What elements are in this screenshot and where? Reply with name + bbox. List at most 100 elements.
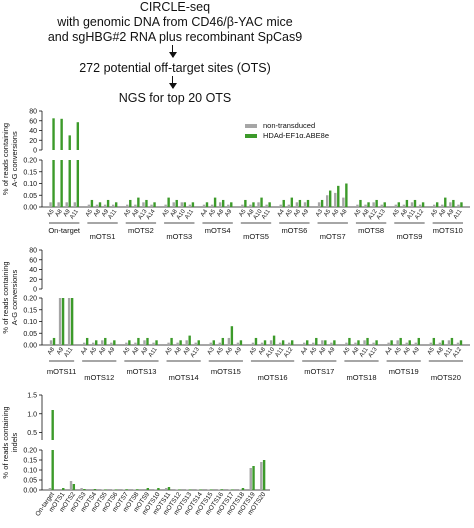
bar-non-transduced [90, 489, 94, 490]
bar-non-transduced [257, 202, 260, 207]
bar-abe8e [231, 489, 234, 490]
bar-non-transduced [410, 202, 414, 207]
y-tick-label: 0.20 [23, 158, 37, 165]
bar-non-transduced [317, 202, 321, 207]
bar-non-transduced [441, 204, 444, 207]
site-tick-label: A5 [216, 346, 226, 356]
group-label: mOTS3 [166, 232, 192, 241]
bar-abe8e [85, 337, 89, 345]
bar-abe8e [170, 337, 173, 345]
bar-abe8e [221, 199, 225, 207]
group-label: mOTS5 [243, 232, 269, 241]
bar-non-transduced [456, 342, 460, 345]
site-tick-label: A5 [323, 208, 333, 218]
group-label: mOTS1 [90, 232, 116, 241]
site-tick-label: A9 [107, 346, 117, 356]
bar-abe8e [320, 199, 324, 207]
bar-abe8e [183, 202, 187, 207]
bar-abe8e [179, 340, 182, 345]
site-tick-label: A8 [246, 208, 256, 218]
site-tick-label: A11 [443, 346, 454, 358]
site-tick-label: A14 [146, 208, 157, 221]
site-tick-label: A11 [69, 208, 80, 220]
y-tick-label: 1.5 [27, 393, 37, 400]
site-tick-label: A8 [55, 208, 65, 218]
bar-non-transduced [202, 204, 206, 207]
bar-abe8e [212, 340, 215, 345]
bar-abe8e [413, 199, 417, 207]
bar-abe8e [125, 489, 128, 490]
site-tick-label: A9 [446, 208, 456, 218]
bar-non-transduced [312, 342, 315, 345]
bar-non-transduced [325, 195, 329, 207]
y-tick-label: 0.10 [23, 181, 37, 188]
bar-non-transduced [429, 342, 433, 345]
bar-abe8e [421, 202, 425, 207]
bar-abe8e [62, 488, 65, 490]
bar-non-transduced [287, 342, 291, 345]
site-tick-label: A11 [63, 346, 74, 358]
bar-non-transduced [402, 204, 406, 207]
bar-abe8e [357, 340, 360, 345]
bar-abe8e [405, 199, 409, 207]
site-tick-label: A11 [359, 346, 370, 358]
bar-abe8e [188, 489, 192, 490]
bar-abe8e [128, 340, 131, 345]
bar-non-transduced [101, 489, 104, 490]
bar-abe8e [95, 340, 98, 345]
site-tick-label: A5 [394, 346, 404, 356]
bar-abe8e [145, 199, 148, 207]
site-tick-label: A9 [56, 346, 66, 356]
bar-abe8e [157, 488, 160, 490]
bar-non-transduced [265, 204, 268, 207]
site-tick-label: A4 [385, 346, 395, 356]
bar-non-transduced [447, 340, 451, 345]
bar-non-transduced [164, 204, 167, 207]
bar-abe8e [333, 340, 336, 345]
bar-abe8e [76, 160, 80, 207]
bar-abe8e [167, 197, 170, 207]
bar-abe8e [328, 190, 332, 207]
site-tick-label: A10 [176, 208, 187, 221]
bar-abe8e [175, 199, 178, 207]
bar-non-transduced [196, 489, 200, 490]
bar-abe8e [155, 340, 158, 345]
site-tick-label: A9 [63, 208, 73, 218]
site-tick-label: A4 [300, 346, 310, 356]
site-tick-label: A9 [101, 208, 111, 218]
bar-abe8e [383, 202, 386, 207]
bar-non-transduced [210, 204, 214, 207]
group-label: mOTS7 [320, 232, 346, 241]
bar-non-transduced [122, 489, 126, 490]
bar-non-transduced [188, 204, 192, 207]
bar-abe8e [72, 484, 76, 490]
site-tick-label: A11 [261, 208, 272, 220]
site-tick-label: A8 [400, 208, 410, 218]
site-tick-label: A8 [47, 346, 57, 356]
site-tick-label: A13 [368, 346, 379, 359]
y-tick-label: 0.05 [23, 478, 37, 485]
workflow-diagram: CIRCLE-seq with genomic DNA from CD46/β-… [0, 0, 474, 110]
site-tick-label: A9 [412, 346, 422, 356]
bar-abe8e [272, 335, 276, 345]
bar-non-transduced [287, 204, 291, 207]
site-tick-label: A8 [98, 346, 108, 356]
bar-non-transduced [49, 340, 53, 345]
bar-abe8e [113, 340, 116, 345]
group-label: mOTS6 [281, 226, 307, 235]
site-tick-label: A12 [368, 208, 379, 221]
bar-non-transduced [134, 342, 137, 345]
bar-abe8e-upper [68, 135, 71, 150]
site-tick-label: A4 [200, 208, 210, 218]
legend-swatch-non-transduced [245, 124, 257, 128]
bar-abe8e [375, 199, 378, 207]
bar-abe8e [359, 199, 362, 207]
site-tick-label: A13 [376, 208, 387, 221]
y-tick-label: 0.20 [23, 296, 37, 303]
site-tick-label: A5 [85, 208, 95, 218]
bar-abe8e [366, 337, 369, 345]
bar-non-transduced [278, 342, 282, 345]
workflow-step-ots: 272 potential off-target sites (OTS) [79, 61, 271, 75]
bar-non-transduced [380, 204, 383, 207]
bar-abe8e [51, 450, 54, 490]
